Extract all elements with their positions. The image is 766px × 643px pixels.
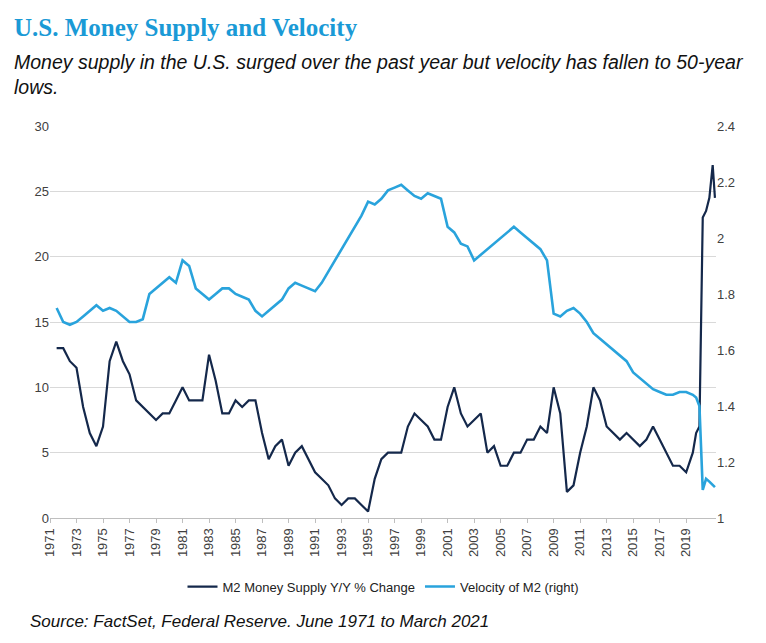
svg-text:1979: 1979: [148, 528, 163, 557]
svg-text:2019: 2019: [678, 528, 693, 557]
svg-text:2003: 2003: [466, 528, 481, 557]
svg-text:1.6: 1.6: [717, 343, 735, 358]
svg-text:30: 30: [35, 119, 49, 134]
svg-text:1999: 1999: [413, 528, 428, 557]
svg-text:2007: 2007: [519, 528, 534, 557]
svg-text:1977: 1977: [122, 528, 137, 557]
svg-text:1: 1: [717, 511, 724, 526]
html-text:Source: FactSet, Federal Reser: Source: FactSet, Federal Reserve. June 1…: [30, 612, 490, 631]
svg-text:1981: 1981: [175, 528, 190, 557]
svg-text:1985: 1985: [228, 528, 243, 557]
svg-text:1993: 1993: [334, 528, 349, 557]
svg-text:2001: 2001: [440, 528, 455, 557]
svg-text:2.4: 2.4: [717, 119, 735, 134]
svg-text:1991: 1991: [307, 528, 322, 557]
svg-text:1995: 1995: [360, 528, 375, 557]
svg-text:1987: 1987: [254, 528, 269, 557]
svg-text:2009: 2009: [546, 528, 561, 557]
svg-text:1.4: 1.4: [717, 399, 735, 414]
svg-text:10: 10: [35, 380, 49, 395]
svg-text:1975: 1975: [95, 528, 110, 557]
svg-text:2017: 2017: [652, 528, 667, 557]
svg-text:2.2: 2.2: [717, 175, 735, 190]
svg-text:1989: 1989: [281, 528, 296, 557]
svg-text:1983: 1983: [201, 528, 216, 557]
svg-text:1997: 1997: [387, 528, 402, 557]
svg-text:0: 0: [42, 511, 49, 526]
html-text:Money supply in the U.S. surge: Money supply in the U.S. surged over the…: [14, 51, 743, 98]
svg-text:2011: 2011: [572, 528, 587, 556]
svg-text:15: 15: [35, 315, 49, 330]
svg-text:Velocity of M2 (right): Velocity of M2 (right): [460, 580, 579, 595]
svg-text:M2 Money Supply Y/Y % Change: M2 Money Supply Y/Y % Change: [223, 580, 415, 595]
html-text:U.S. Money Supply and Velocity: U.S. Money Supply and Velocity: [14, 14, 358, 41]
svg-text:20: 20: [35, 249, 49, 264]
svg-text:1.2: 1.2: [717, 455, 735, 470]
svg-text:25: 25: [35, 184, 49, 199]
svg-text:2015: 2015: [625, 528, 640, 557]
svg-text:2013: 2013: [599, 528, 614, 557]
svg-text:1.8: 1.8: [717, 287, 735, 302]
svg-text:1973: 1973: [69, 528, 84, 557]
svg-text:1971: 1971: [42, 528, 57, 557]
svg-text:5: 5: [42, 445, 49, 460]
svg-text:2005: 2005: [493, 528, 508, 557]
svg-text:2: 2: [717, 231, 724, 246]
